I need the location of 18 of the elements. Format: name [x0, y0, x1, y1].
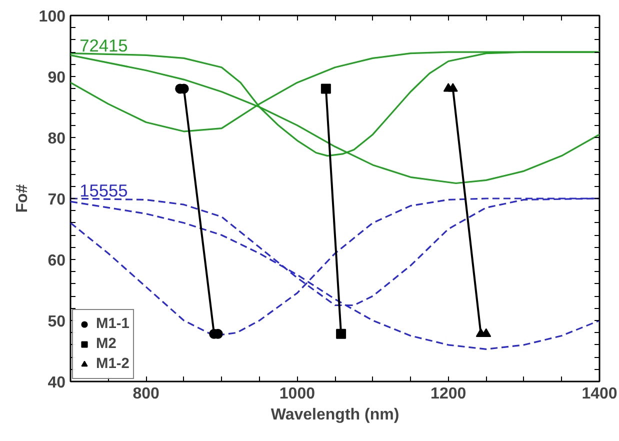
x-tick-label: 800 [132, 386, 160, 402]
x-tick-label: 1400 [582, 386, 618, 402]
x-tick-label: 1200 [430, 386, 466, 402]
legend-label: M1-2 [96, 356, 130, 372]
legend-label: M1-1 [96, 316, 130, 332]
y-tick-label: 50 [48, 314, 66, 330]
y-tick-label: 40 [48, 374, 66, 392]
y-axis-title: Fo# [14, 184, 31, 213]
annotation: 15555 [80, 180, 128, 201]
y-tick-label: 100 [38, 8, 66, 26]
x-axis-title: Wavelength (nm) [270, 406, 400, 424]
legend-label: M2 [96, 336, 116, 352]
annotation: 72415 [80, 35, 128, 56]
y-tick-label: 60 [48, 252, 66, 270]
y-tick-label: 80 [48, 130, 66, 148]
y-tick-label: 70 [48, 192, 66, 208]
x-tick-label: 1000 [279, 386, 316, 402]
y-tick-label: 90 [48, 70, 66, 86]
